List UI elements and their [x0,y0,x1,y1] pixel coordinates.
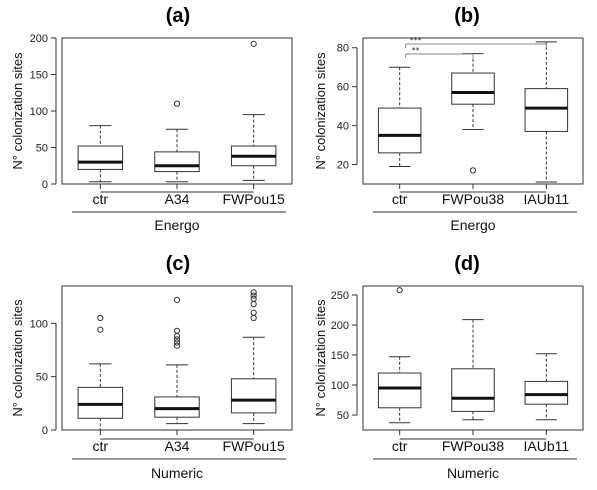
x-tick-label: IAUb11 [523,191,569,207]
y-tick-label: 100 [331,380,349,392]
box-IAUb11 [524,41,569,183]
outlier-point [173,342,181,349]
panel-title: (c) [166,253,190,275]
iqr-box [154,151,200,173]
x-axis-title: Energo [450,217,495,233]
x-tick-label: A34 [165,438,190,454]
box-FWPou15 [230,40,277,181]
x-tick-label: FWPou15 [223,438,285,454]
significance-label: *** [410,36,422,45]
y-tick-label: 80 [337,43,349,55]
iqr-box [451,368,495,412]
iqr-box [377,107,422,154]
box-A34 [154,100,200,183]
y-tick-label: 0 [42,179,48,191]
x-axis-title: Numeric [151,465,203,481]
box-FWPou15 [230,289,277,425]
y-tick-label: 150 [30,70,48,82]
outlier-point [173,336,181,343]
outlier-point [469,167,477,174]
box-ctr [377,66,422,167]
outlier-point [173,327,181,334]
panel-b: (b) 20 40 60 80 N° colonization sites ctr FWPou… [313,5,584,233]
outlier-point [250,289,257,296]
y-axis-title: N° colonization sites [10,52,25,170]
panel-c: (c) 0 50 100 N° colonization sites ctr A34 FWPo… [10,253,293,481]
outlier-point [173,100,181,107]
y-tick-label: 250 [331,290,349,302]
box-FWPou38 [451,319,495,421]
iqr-box [77,386,124,419]
iqr-box [524,380,569,405]
y-tick-label: 100 [30,318,48,330]
outlier-point [173,339,181,346]
outlier-point [173,296,181,303]
significance-label: ** [412,46,420,55]
x-tick-label: ctr [93,191,109,207]
outlier-point [250,295,257,302]
box-IAUb11 [524,353,569,421]
iqr-box [451,72,495,105]
iqr-box [524,88,569,132]
y-tick-label: 100 [30,106,48,118]
x-tick-label: ctr [392,438,408,454]
y-tick-label: 40 [337,121,349,133]
iqr-box [230,378,277,414]
box-A34 [154,296,200,425]
y-axis-title: N° colonization sites [313,52,328,170]
x-tick-label: A34 [165,191,190,207]
panel-title: (a) [166,5,190,27]
x-tick-label: FWPou38 [442,438,504,454]
outlier-point [97,326,104,333]
significance-bracket: *** [405,36,547,48]
box-ctr [77,314,124,431]
panel-title: (d) [454,253,480,275]
x-axis-title: Energo [154,217,199,233]
iqr-box [77,145,124,170]
box-ctr [377,287,422,424]
y-tick-label: 150 [331,350,349,362]
y-axis-title: N° colonization sites [10,299,25,417]
iqr-box [377,372,422,409]
y-axis-title: N° colonization sites [313,299,328,417]
significance-bracket: ** [405,46,474,58]
y-tick-label: 50 [36,372,48,384]
outlier-point [250,301,257,308]
outlier-point [97,314,104,322]
y-tick-label: 200 [30,33,48,45]
panel-title: (b) [454,5,480,27]
outlier-point [173,333,181,340]
x-tick-label: FWPou15 [223,191,285,207]
y-tick-label: 50 [337,410,349,422]
x-tick-label: ctr [392,191,408,207]
panel-a: (a) 0 50 100 150 200 N° colonization sites ctr A… [10,5,293,233]
y-tick-label: 50 [36,143,48,155]
x-tick-label: IAUb11 [523,438,569,454]
x-tick-label: FWPou38 [442,191,504,207]
outlier-point [250,40,257,47]
outlier-point [250,314,257,322]
iqr-box [154,396,200,418]
box-FWPou38 [451,53,495,174]
y-tick-label: 200 [331,320,349,332]
y-tick-label: 60 [337,82,349,94]
outlier-point [396,287,403,294]
y-tick-label: 0 [42,425,48,437]
outlier-point [250,292,257,299]
y-tick-label: 20 [337,160,349,172]
x-axis-title: Numeric [447,465,499,481]
box-ctr [77,125,124,183]
x-tick-label: ctr [93,438,109,454]
outlier-point [250,309,257,316]
